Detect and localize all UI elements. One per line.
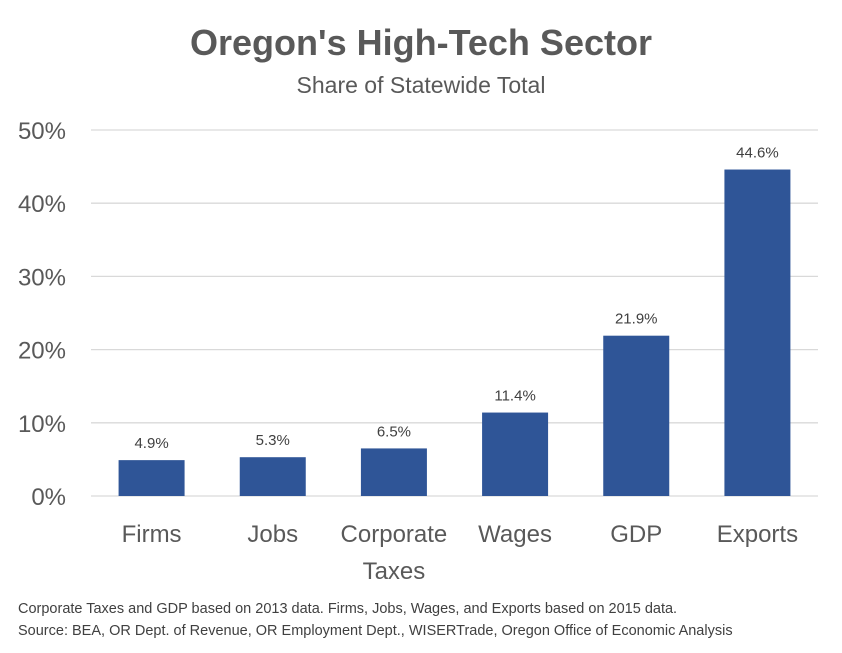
footnote-line-2: Source: BEA, OR Dept. of Revenue, OR Emp… [18, 623, 733, 639]
y-tick-label: 30% [18, 264, 66, 291]
footnote-line-1: Corporate Taxes and GDP based on 2013 da… [18, 601, 678, 617]
y-tick-label: 50% [18, 118, 66, 145]
bars [118, 169, 791, 496]
bar [603, 335, 670, 496]
y-tick-label: 40% [18, 191, 66, 218]
y-tick-label: 10% [18, 411, 66, 438]
x-tick-label: Exports [717, 521, 798, 548]
x-tick-label: Firms [122, 521, 182, 548]
bar [239, 457, 306, 496]
footnote: Corporate Taxes and GDP based on 2013 da… [18, 598, 733, 642]
x-tick-label: Corporate Taxes [341, 521, 448, 585]
y-axis-ticks: 0% 10% 20% 30% 40% 50% [18, 118, 66, 511]
x-tick-label: Wages [478, 521, 552, 548]
data-label: 6.5% [377, 423, 411, 440]
bar [724, 169, 791, 496]
y-tick-label: 20% [18, 338, 66, 365]
data-label: 44.6% [736, 145, 779, 162]
bar [118, 460, 185, 496]
data-labels: 4.9% 5.3% 6.5% 11.4% 21.9% 44.6% [134, 145, 778, 453]
x-tick-label: GDP [610, 521, 662, 548]
data-label: 11.4% [494, 388, 535, 405]
x-tick-label: Jobs [247, 521, 298, 548]
chart-title: Oregon's High-Tech Sector [190, 22, 652, 63]
chart-subtitle: Share of Statewide Total [296, 72, 546, 98]
bar [482, 412, 549, 496]
data-label: 4.9% [134, 435, 168, 452]
y-tick-label: 0% [31, 484, 66, 511]
bar [360, 448, 427, 496]
gridlines [91, 129, 818, 497]
data-label: 21.9% [615, 311, 658, 328]
data-label: 5.3% [256, 432, 290, 449]
x-axis-labels: Firms Jobs Corporate Taxes Wages GDP Exports [122, 521, 799, 585]
